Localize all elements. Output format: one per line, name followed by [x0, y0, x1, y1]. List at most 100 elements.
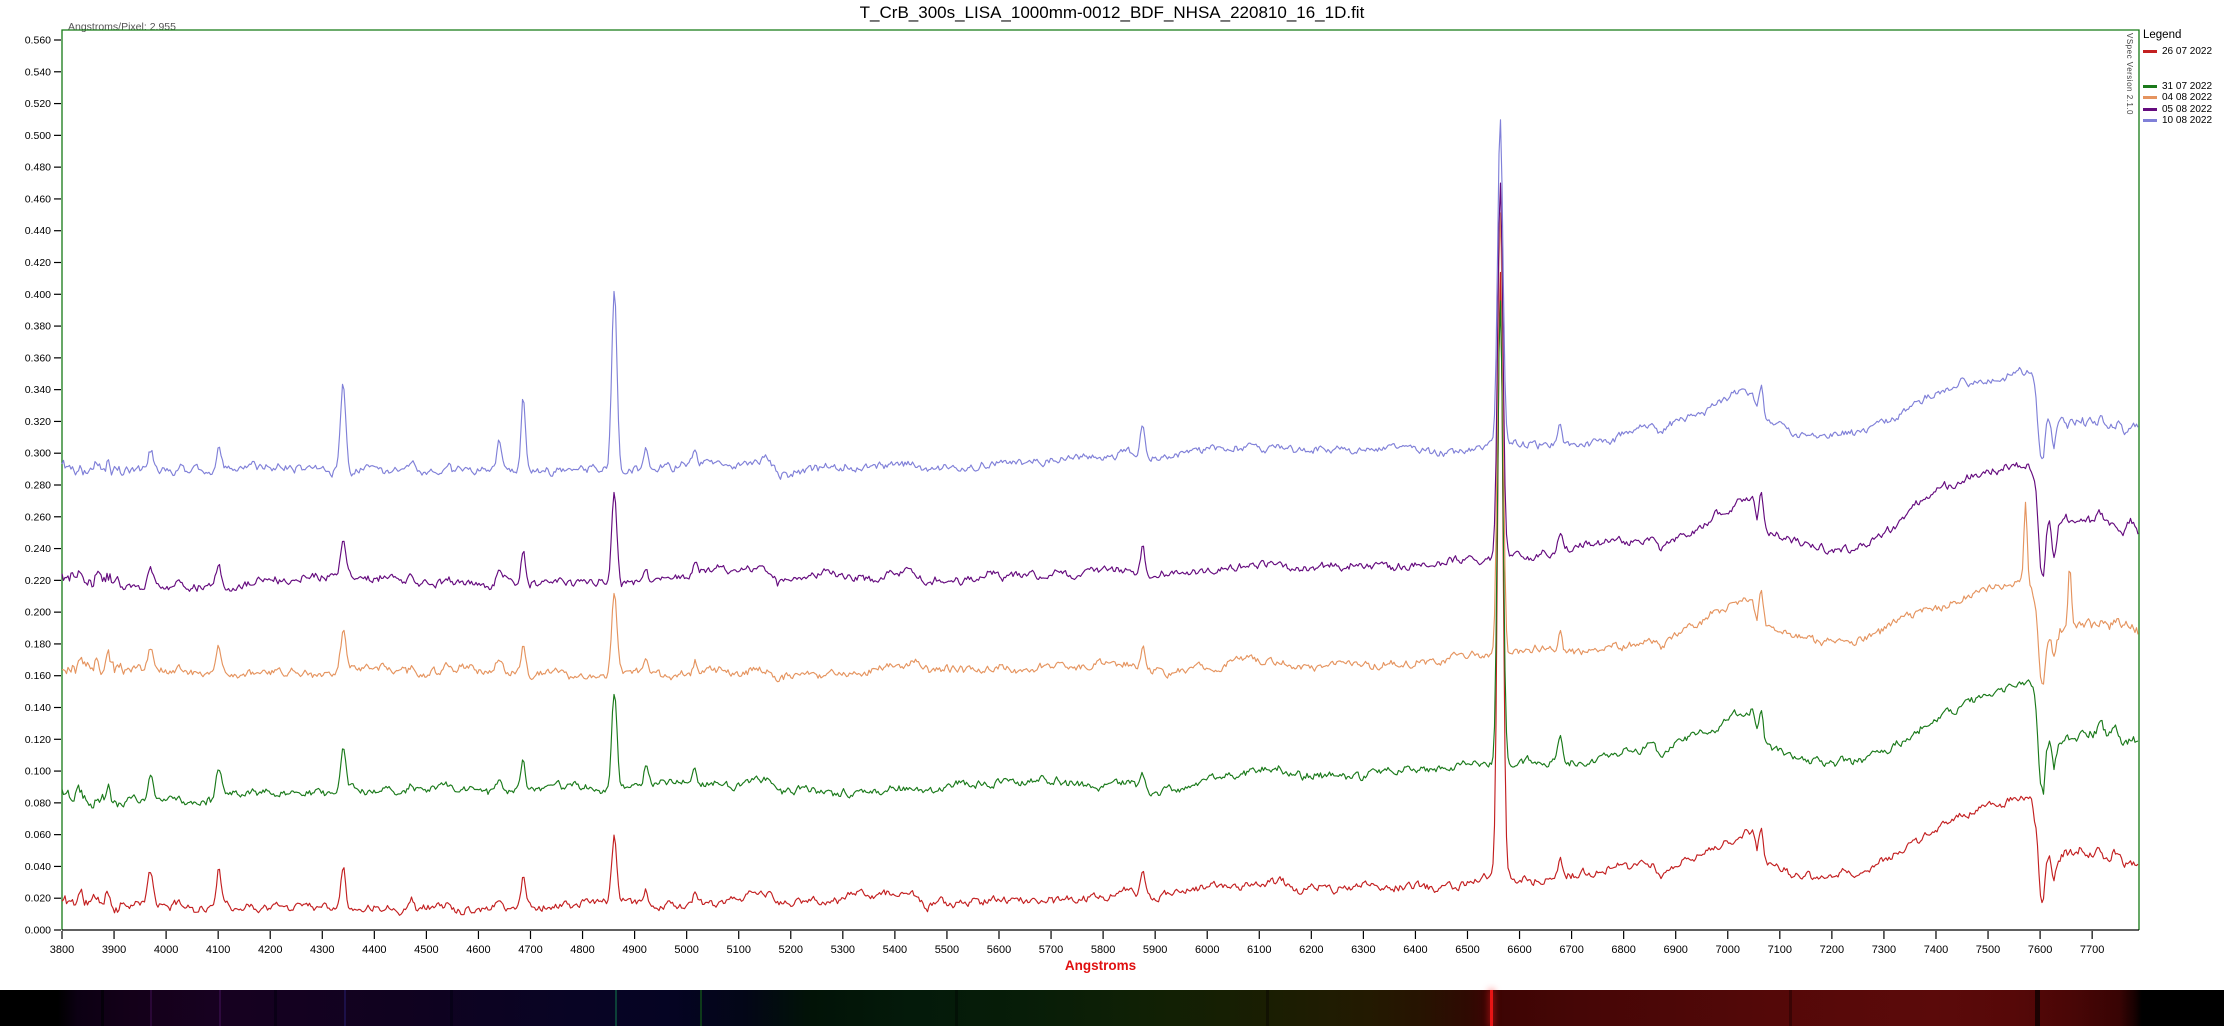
x-axis-label: Angstroms [1064, 958, 1137, 973]
legend-item: 04 08 2022 [2143, 92, 2212, 104]
x-tick-label: 5000 [674, 944, 698, 956]
y-tick-label: 0.280 [25, 480, 51, 492]
y-tick-label: 0.200 [25, 607, 51, 619]
y-tick-label: 0.020 [25, 893, 51, 905]
spectrum-series-26-07-2022 [61, 271, 2139, 916]
x-tick-label: 5900 [1143, 944, 1167, 956]
legend-swatch [2143, 96, 2157, 100]
strip-spectral-line [343, 990, 346, 1026]
x-tick-label: 7300 [1872, 944, 1896, 956]
software-version-watermark: VSpec Version 2.1.0 [2125, 33, 2134, 115]
x-tick-label: 4800 [570, 944, 594, 956]
x-tick-label: 4900 [622, 944, 646, 956]
legend-swatch [2143, 50, 2157, 54]
chart-title: T_CrB_300s_LISA_1000mm-0012_BDF_NHSA_220… [859, 3, 1365, 22]
y-tick-label: 0.480 [25, 162, 51, 174]
x-tick-label: 6900 [1663, 944, 1687, 956]
y-tick-label: 0.120 [25, 734, 51, 746]
y-tick-label: 0.140 [25, 702, 51, 714]
x-tick-label: 4600 [466, 944, 490, 956]
x-tick-label: 5700 [1039, 944, 1063, 956]
y-tick-label: 0.400 [25, 289, 51, 301]
y-tick-label: 0.420 [25, 257, 51, 269]
y-tick-label: 0.240 [25, 543, 51, 555]
x-tick-label: 5400 [883, 944, 907, 956]
strip-spectral-line [449, 990, 453, 1026]
legend-label: 31 07 2022 [2162, 80, 2213, 92]
y-tick-label: 0.340 [25, 384, 51, 396]
x-tick-label: 3800 [50, 944, 74, 956]
x-tick-label: 4500 [414, 944, 438, 956]
x-tick-label: 6300 [1351, 944, 1375, 956]
legend: Legend 26 07 2022 31 07 2022 04 08 2022 05 … [2143, 29, 2212, 127]
strip-spectral-line [615, 990, 618, 1026]
legend-items: 26 07 2022 31 07 2022 04 08 2022 05 08 2022… [2143, 46, 2212, 127]
x-tick-label: 7400 [1924, 944, 1948, 956]
x-tick-label: 6000 [1195, 944, 1219, 956]
strip-spectral-line [1788, 990, 1792, 1026]
x-tick-label: 6700 [1559, 944, 1583, 956]
y-tick-label: 0.440 [25, 225, 51, 237]
x-tick-label: 4400 [362, 944, 386, 956]
x-tick-label: 5800 [1091, 944, 1115, 956]
legend-item: 26 07 2022 [2143, 46, 2212, 58]
x-tick-label: 5300 [831, 944, 855, 956]
legend-swatch [2143, 84, 2157, 88]
y-tick-label: 0.560 [25, 35, 51, 47]
y-tick-label: 0.160 [25, 670, 51, 682]
spectrum-series-05-08-2022 [61, 182, 2139, 592]
spectrum-series-10-08-2022 [61, 119, 2139, 480]
legend-label: 10 08 2022 [2162, 115, 2213, 127]
y-tick-label: 0.040 [25, 861, 51, 873]
x-tick-label: 4300 [310, 944, 334, 956]
strip-spectral-line [1266, 990, 1270, 1026]
y-tick-label: 0.060 [25, 829, 51, 841]
x-tick-label: 6100 [1247, 944, 1271, 956]
legend-swatch [2143, 107, 2157, 111]
x-tick-label: 4100 [206, 944, 230, 956]
y-tick-label: 0.360 [25, 352, 51, 364]
legend-label: 05 08 2022 [2162, 103, 2213, 115]
spectrum-series-31-07-2022 [61, 300, 2139, 809]
x-tick-label: 7100 [1768, 944, 1792, 956]
y-tick-label: 0.220 [25, 575, 51, 587]
y-tick-label: 0.320 [25, 416, 51, 428]
strip-spectral-line [100, 990, 104, 1026]
strip-spectral-line [954, 990, 958, 1026]
plot-border [61, 29, 2140, 930]
x-tick-label: 5500 [935, 944, 959, 956]
x-tick-label: 7200 [1820, 944, 1844, 956]
strip-spectral-line [219, 990, 222, 1026]
x-tick-label: 7500 [1976, 944, 2000, 956]
strip-spectral-line [150, 990, 153, 1026]
x-tick-label: 5600 [987, 944, 1011, 956]
x-tick-label: 4200 [258, 944, 282, 956]
y-tick-label: 0.500 [25, 130, 51, 142]
y-tick-label: 0.460 [25, 193, 51, 205]
legend-item: 05 08 2022 [2143, 104, 2212, 116]
legend-title: Legend [2143, 29, 2182, 41]
legend-label: 04 08 2022 [2162, 92, 2213, 104]
x-tick-label: 4000 [154, 944, 178, 956]
spectrum-series-04-08-2022 [61, 212, 2139, 685]
x-tick-label: 6600 [1507, 944, 1531, 956]
x-tick-label: 6800 [1611, 944, 1635, 956]
y-tick-label: 0.380 [25, 321, 51, 333]
y-tick-label: 0.100 [25, 766, 51, 778]
legend-item: 31 07 2022 [2143, 81, 2212, 93]
x-tick-label: 6400 [1403, 944, 1427, 956]
y-tick-label: 0.180 [25, 638, 51, 650]
y-tick-label: 0.520 [25, 98, 51, 110]
x-tick-label: 7700 [2080, 944, 2104, 956]
x-tick-label: 6500 [1455, 944, 1479, 956]
legend-label: 26 07 2022 [2162, 46, 2213, 58]
strip-spectral-line [2034, 990, 2040, 1026]
legend-item: 10 08 2022 [2143, 115, 2212, 127]
strip-spectral-line [274, 990, 278, 1026]
x-tick-label: 7600 [2028, 944, 2052, 956]
synthetic-color-spectrum-strip [0, 990, 2224, 1026]
x-tick-label: 4700 [518, 944, 542, 956]
x-tick-label: 5200 [779, 944, 803, 956]
